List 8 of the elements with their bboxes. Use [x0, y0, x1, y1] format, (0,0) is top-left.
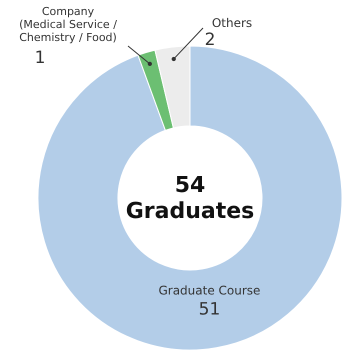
data-label: 51 [198, 299, 220, 320]
text: 54 Graduates [126, 173, 254, 224]
data-label: 1 [34, 48, 46, 68]
slice-label: Graduate Course [158, 283, 260, 298]
slice-label: Company (Medical Service / Chemistry / Food) [19, 5, 118, 44]
data-label: 2 [204, 30, 216, 50]
slice-label: Others [212, 16, 252, 30]
donut-slice [38, 46, 342, 350]
